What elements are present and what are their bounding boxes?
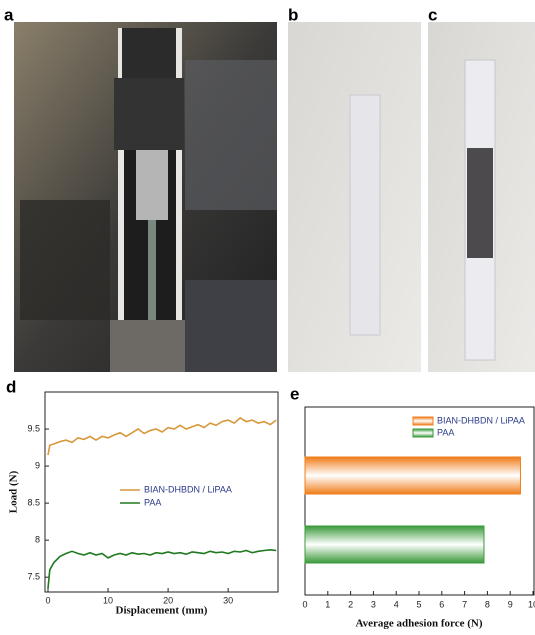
x-tick-label: 4 (394, 599, 399, 609)
y-axis-title: Load (N) (8, 470, 20, 513)
legend-label: PAA (144, 497, 161, 507)
x-tick-label: 2 (348, 599, 353, 609)
panel-label: b (288, 5, 298, 24)
y-tick-label: 9.5 (27, 423, 40, 433)
x-tick-label: 1 (325, 599, 330, 609)
x-tick-label: 8 (485, 599, 490, 609)
x-tick-label: 10 (103, 595, 113, 605)
y-tick-label: 8 (35, 535, 40, 545)
legend-swatch (412, 416, 434, 426)
x-axis-title: Displacement (mm) (116, 605, 208, 617)
bar (304, 456, 521, 495)
photo-c (428, 22, 535, 372)
x-tick-label: 6 (439, 599, 444, 609)
x-tick-label: 0 (45, 595, 50, 605)
panel-label: d (6, 377, 16, 396)
legend-label: BIAN-DHBDN / LiPAA (437, 415, 525, 425)
x-tick-label: 0 (302, 599, 307, 609)
x-axis-title: Average adhesion force (N) (356, 618, 483, 630)
x-tick-label: 20 (163, 595, 173, 605)
panel-label: a (4, 5, 14, 24)
legend-swatch (412, 428, 434, 438)
data-line (47, 548, 277, 589)
x-tick-label: 30 (223, 595, 233, 605)
photo-b (288, 22, 421, 372)
x-tick-label: 5 (416, 599, 421, 609)
panel-label: e (290, 384, 299, 403)
photo-a (14, 22, 277, 372)
x-tick-label: 3 (371, 599, 376, 609)
plot-frame (44, 391, 279, 593)
panel-label: c (428, 5, 437, 24)
y-tick-label: 8.5 (27, 497, 40, 507)
legend-label: BIAN-DHBDN / LiPAA (144, 484, 232, 494)
y-tick-label: 7.5 (27, 572, 40, 582)
x-tick-label: 9 (508, 599, 513, 609)
x-tick-label: 7 (462, 599, 467, 609)
bar (304, 525, 485, 564)
data-line (47, 416, 277, 456)
legend-label: PAA (437, 427, 454, 437)
y-tick-label: 9 (35, 460, 40, 470)
x-tick-label: 10 (528, 599, 535, 609)
